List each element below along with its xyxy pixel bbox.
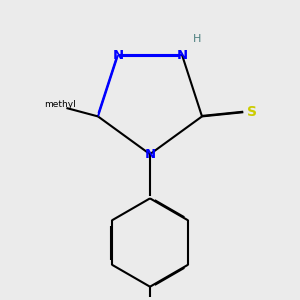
Text: S: S [247,105,256,119]
Text: N: N [144,148,156,161]
Text: methyl: methyl [44,100,76,109]
Text: N: N [112,49,123,62]
Text: H: H [193,34,201,44]
Text: N: N [177,49,188,62]
